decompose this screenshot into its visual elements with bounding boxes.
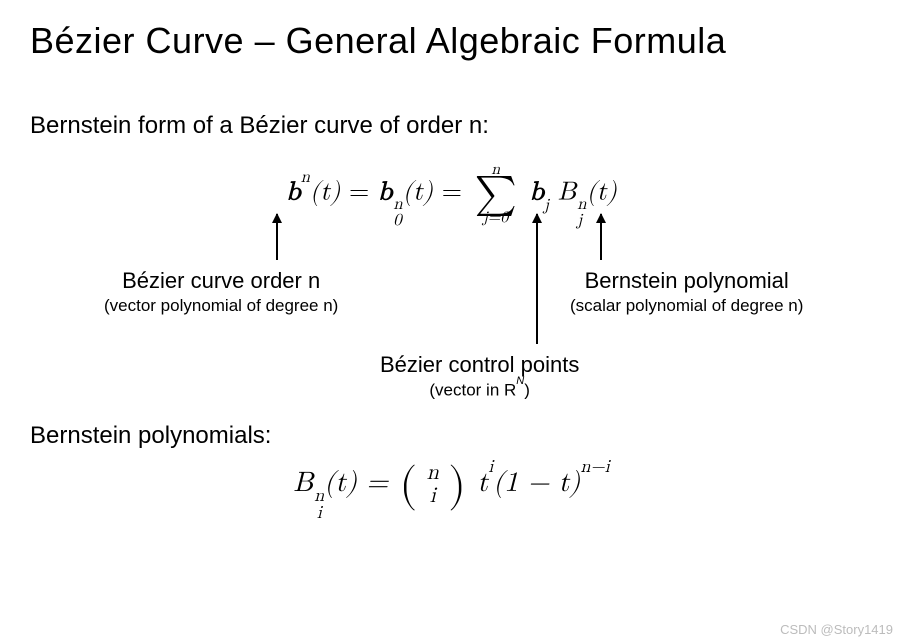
f1-lhs-sup: n (301, 169, 310, 186)
heading-bernstein-form: Bernstein form of a Bézier curve of orde… (30, 112, 873, 140)
ann2-main: Bézier control points (380, 352, 579, 378)
ann1-sub: (vector polynomial of degree n) (104, 296, 338, 316)
binom-rparen: ) (448, 462, 466, 508)
watermark: CSDN @Story1419 (780, 622, 893, 637)
f1-mid-sub: 0 (393, 213, 402, 229)
f1-rhs-arg: (t) (587, 180, 617, 206)
arrow-to-curve-order (276, 214, 278, 260)
main-formula: bn(t) = bn0(t) = n ∑ j=0 bj Bnj(t) (286, 162, 617, 229)
sum-symbol: n ∑ j=0 (475, 162, 517, 226)
f2-t: t (477, 469, 488, 497)
f2-sup: n (314, 487, 324, 504)
f1-rhs-B: B (558, 180, 576, 206)
ann1-main: Bézier curve order n (104, 268, 338, 294)
f2-arg: (t) = (324, 469, 397, 497)
arrow-to-control-points (536, 214, 538, 344)
f2-B: B (293, 469, 313, 497)
f1-eq2: = (442, 180, 471, 206)
f2-mid: (1 − t) (493, 469, 580, 497)
f1-mid-sup: n (393, 197, 402, 213)
f1-mid-b: b (378, 180, 392, 206)
ann2-sub-pre: (vector in R (429, 381, 516, 400)
f1-rhs-bj: b (529, 180, 543, 206)
f1-lhs-arg: (t) (310, 180, 340, 206)
binom-bot: i (427, 485, 439, 508)
annotation-curve-order: Bézier curve order n (vector polynomial … (104, 268, 338, 317)
f2-sup1: i (488, 457, 493, 476)
f2-sup2: n−i (580, 457, 609, 476)
binomial: ( n i ) (399, 462, 466, 508)
ann3-main: Bernstein polynomial (570, 268, 803, 294)
ann2-sub: (vector in RN) (380, 380, 579, 401)
f1-mid-arg: (t) (403, 180, 433, 206)
f1-lhs-b: b (286, 180, 300, 206)
slide: Bézier Curve – General Algebraic Formula… (0, 0, 903, 643)
sigma-icon: ∑ (475, 174, 517, 214)
annotation-bernstein-poly: Bernstein polynomial (scalar polynomial … (570, 268, 803, 317)
binom-lparen: ( (399, 462, 417, 508)
arrow-to-bernstein-poly (600, 214, 602, 260)
slide-title: Bézier Curve – General Algebraic Formula (30, 20, 873, 62)
annotation-control-points: Bézier control points (vector in RN) (380, 352, 579, 401)
ann2-sub-sup: N (516, 375, 524, 387)
ann2-sub-post: ) (524, 381, 530, 400)
formula-block-1: bn(t) = bn0(t) = n ∑ j=0 bj Bnj(t) Bézie… (30, 152, 873, 412)
f1-rhs-bj-sub: j (544, 197, 549, 214)
f1-eq1: = (349, 180, 378, 206)
binom-top: n (427, 462, 439, 485)
ann3-sub: (scalar polynomial of degree n) (570, 296, 803, 316)
heading-bernstein-poly: Bernstein polynomials: (30, 422, 873, 450)
f1-rhs-B-sub: j (577, 213, 586, 229)
bernstein-formula: Bni(t) = ( n i ) ti(1 − t)n−i (30, 462, 873, 522)
f2-sub: i (314, 504, 324, 521)
